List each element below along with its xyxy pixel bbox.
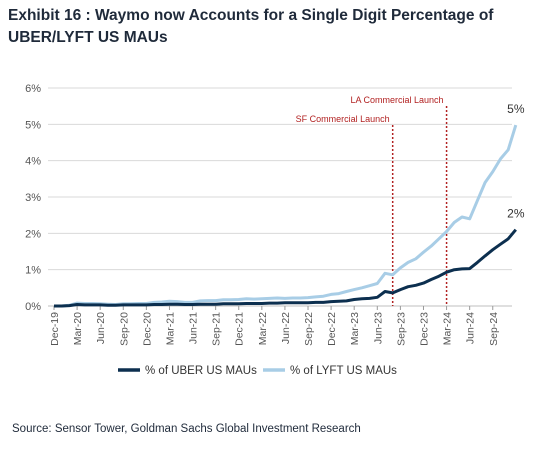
y-tick-label: 3%	[25, 192, 41, 204]
x-tick-label: Jun-22	[280, 312, 292, 344]
end-value-label: 2%	[507, 207, 525, 221]
uber-series-line	[54, 228, 517, 308]
x-tick-label: Dec-19	[49, 312, 61, 346]
x-tick-label: Dec-23	[418, 312, 430, 346]
annotation-label: LA Commercial Launch	[351, 95, 444, 105]
end-value-label: 5%	[507, 102, 525, 116]
x-tick-label: Dec-21	[234, 312, 246, 346]
x-tick-label: Mar-21	[164, 312, 176, 345]
x-tick-label: Mar-24	[442, 312, 454, 345]
y-tick-label: 0%	[25, 301, 41, 313]
y-axis: 0% 1% 2% 3% 4% 5% 6%	[25, 83, 41, 313]
chart-title: Exhibit 16 : Waymo now Accounts for a Si…	[8, 7, 494, 46]
series-lines	[54, 124, 518, 308]
legend-label: % of LYFT US MAUs	[290, 365, 397, 377]
y-tick-label: 2%	[25, 228, 41, 240]
x-tick-label: Jun-24	[465, 312, 477, 344]
annotation-label: SF Commercial Launch	[296, 114, 390, 124]
x-tick-label: Dec-20	[141, 312, 153, 346]
annotations: SF Commercial Launch LA Commercial Launch	[296, 95, 448, 306]
x-tick-label: Mar-20	[72, 312, 84, 345]
x-tick-label: Jun-20	[95, 312, 107, 344]
y-tick-label: 1%	[25, 265, 41, 277]
x-tick-label: Sep-22	[303, 312, 315, 346]
source-note: Source: Sensor Tower, Goldman Sachs Glob…	[12, 423, 361, 435]
x-tick-label: Mar-22	[257, 312, 269, 345]
gridlines	[48, 87, 512, 307]
y-tick-label: 6%	[25, 83, 41, 95]
y-tick-label: 4%	[25, 156, 41, 168]
x-tick-label: Jun-23	[372, 312, 384, 344]
end-labels: 2% 5%	[507, 102, 525, 221]
x-tick-label: Sep-24	[488, 312, 500, 346]
legend-label: % of UBER US MAUs	[145, 365, 257, 377]
x-tick-label: Jun-21	[188, 312, 200, 344]
x-tick-label: Sep-23	[395, 312, 407, 346]
x-axis: Dec-19 Mar-20 Jun-20 Sep-20 Dec-20 Mar-21 Jun-…	[49, 306, 500, 346]
x-tick-label: Sep-21	[211, 312, 223, 346]
x-tick-label: Dec-22	[326, 312, 338, 346]
legend: % of UBER US MAUs % of LYFT US MAUs	[118, 365, 397, 377]
y-tick-label: 5%	[25, 119, 41, 131]
x-tick-label: Sep-20	[118, 312, 130, 346]
x-tick-label: Mar-23	[349, 312, 361, 345]
